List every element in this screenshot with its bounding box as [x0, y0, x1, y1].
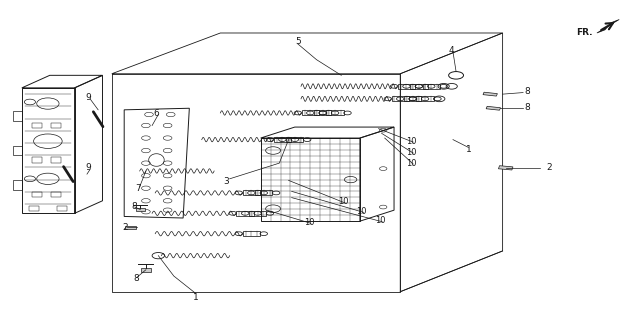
- Text: 8: 8: [134, 274, 139, 283]
- Text: 1: 1: [192, 293, 198, 302]
- Polygon shape: [597, 20, 619, 33]
- Text: 3: 3: [223, 177, 229, 186]
- Text: 2: 2: [123, 223, 128, 232]
- Text: 9: 9: [85, 93, 91, 102]
- Text: 6: 6: [154, 109, 160, 118]
- Text: 10: 10: [304, 218, 315, 227]
- Text: 10: 10: [375, 216, 385, 225]
- Text: 10: 10: [406, 137, 417, 146]
- Text: 10: 10: [338, 197, 348, 206]
- Text: 8: 8: [525, 87, 530, 96]
- Text: 8: 8: [131, 202, 137, 211]
- Text: 2: 2: [546, 163, 552, 172]
- Text: 10: 10: [406, 148, 417, 157]
- Text: 4: 4: [449, 46, 454, 55]
- Polygon shape: [125, 226, 136, 229]
- Polygon shape: [486, 106, 501, 110]
- Polygon shape: [135, 208, 145, 212]
- Polygon shape: [141, 268, 151, 272]
- Text: 1: 1: [466, 145, 472, 154]
- Polygon shape: [483, 92, 498, 96]
- Text: 8: 8: [525, 103, 530, 112]
- Text: 5: 5: [295, 37, 301, 46]
- Text: 9: 9: [85, 163, 91, 172]
- Text: 10: 10: [356, 207, 367, 216]
- Text: 10: 10: [406, 159, 417, 168]
- Polygon shape: [498, 166, 513, 170]
- Text: FR.: FR.: [576, 28, 592, 37]
- Text: 7: 7: [135, 184, 141, 193]
